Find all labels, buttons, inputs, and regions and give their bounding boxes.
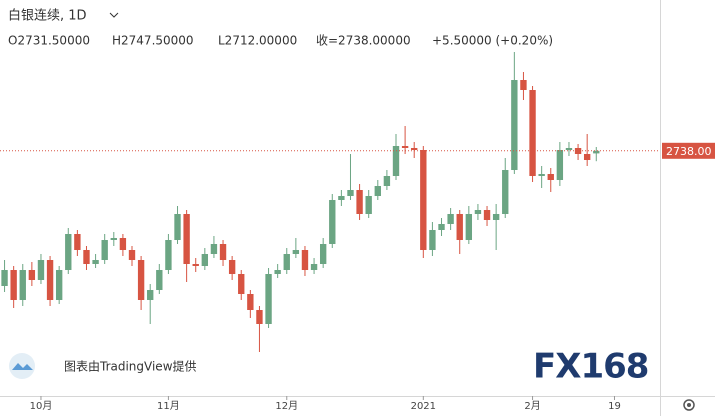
x-tick-label: 2月: [524, 400, 540, 412]
candle-body: [19, 270, 26, 300]
legend: O2731.50000 H2747.50000 L2712.00000 收=2738.…: [8, 34, 553, 48]
legend-value: L2712.00000: [218, 34, 297, 48]
candle-body: [10, 270, 17, 300]
last-price-label: 2738.00: [666, 145, 712, 158]
candle-body: [210, 244, 218, 254]
candle-body: [411, 148, 418, 150]
candle-body: [565, 148, 573, 150]
candle-body: [383, 176, 391, 186]
candle-body: [201, 254, 209, 266]
candle-body: [356, 190, 363, 214]
candle-body: [365, 196, 372, 214]
candle-body: [301, 250, 309, 270]
candle-body: [192, 264, 199, 266]
x-tick-label: 11月: [157, 400, 180, 412]
legend-value: O2731.50000: [8, 34, 90, 48]
candle-body: [465, 214, 473, 240]
legend-value: H2747.50000: [112, 34, 194, 48]
candle-body: [55, 270, 63, 300]
candle-body: [128, 250, 136, 260]
candle-body: [438, 224, 445, 230]
candle-body: [520, 80, 527, 90]
candle-body: [574, 148, 582, 154]
candle-body: [92, 260, 99, 264]
candle-body: [83, 250, 90, 264]
candle-body: [593, 150, 600, 154]
candle-body: [219, 244, 227, 260]
candle-body: [492, 214, 500, 220]
x-tick-label: 12月: [275, 400, 298, 412]
candle-body: [238, 274, 245, 294]
candle-body: [374, 186, 381, 196]
candle-body: [283, 254, 290, 270]
candle-body: [46, 260, 54, 300]
candle-body: [429, 230, 436, 250]
candle-body: [502, 170, 509, 214]
candle-body: [529, 90, 536, 176]
candle-body: [420, 150, 427, 250]
legend-value: +5.50000 (+0.20%): [432, 34, 553, 48]
candle-body: [511, 80, 518, 170]
watermark-icon: [9, 353, 35, 379]
candle-body: [165, 240, 172, 270]
watermark[interactable]: 图表由TradingView提供: [64, 359, 197, 374]
candle-body: [1, 270, 8, 286]
candle-body: [447, 214, 454, 224]
candle-body: [119, 238, 127, 250]
candle-body: [319, 244, 327, 264]
candle-body: [583, 154, 591, 160]
candle-body: [137, 260, 145, 300]
candle-body: [174, 214, 181, 240]
candle-body: [483, 210, 491, 220]
candle-body: [110, 238, 117, 240]
candle-body: [474, 210, 482, 214]
x-tick-label: 2021: [411, 401, 436, 412]
logo: FX168: [533, 347, 648, 387]
legend-value: 收=2738.00000: [316, 34, 411, 48]
candle-body: [183, 214, 190, 264]
x-tick-label: 19: [608, 401, 621, 412]
candle-body: [256, 310, 263, 324]
last-price-box: [662, 142, 715, 159]
candle-body: [65, 234, 72, 270]
candle-body: [392, 146, 400, 176]
candle-body: [401, 146, 409, 148]
candle-body: [456, 214, 463, 240]
candle-body: [37, 260, 45, 280]
candle-body: [28, 270, 36, 280]
x-tick-label: 10月: [30, 400, 53, 412]
candle-body: [274, 270, 281, 274]
candle-body: [547, 174, 554, 180]
candle-body: [247, 294, 254, 310]
candle-body: [265, 274, 272, 324]
candle-body: [228, 260, 236, 274]
interval-menu[interactable]: [109, 12, 119, 18]
candle-body: [347, 190, 354, 196]
candle-body: [538, 174, 545, 176]
candle-body: [329, 200, 336, 244]
candle-body: [74, 234, 81, 250]
settings-icon[interactable]: [683, 399, 695, 411]
candle-body: [338, 196, 345, 200]
plot: [1, 52, 600, 352]
candle-body: [147, 290, 154, 300]
candle-body: [556, 150, 564, 180]
candle-body: [156, 270, 163, 290]
symbol[interactable]: 白银连续, 1D: [8, 8, 87, 24]
candle-body: [310, 264, 318, 270]
candle-body: [101, 240, 108, 260]
candle-body: [292, 250, 300, 254]
